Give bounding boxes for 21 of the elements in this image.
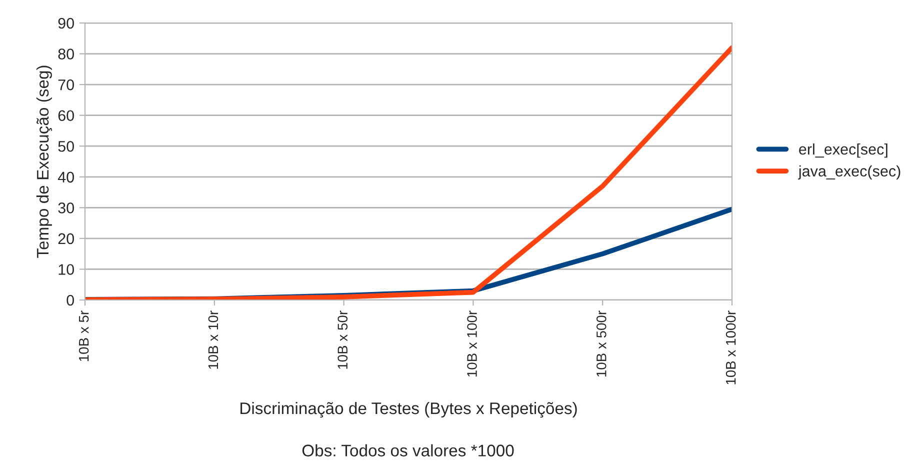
legend-label: java_exec(sec) bbox=[798, 165, 900, 180]
y-tick-label: 30 bbox=[58, 202, 74, 214]
y-tick-label: 70 bbox=[58, 79, 74, 90]
x-tick-label: 10B x 50r bbox=[338, 310, 348, 369]
y-tick-label: 40 bbox=[58, 172, 74, 183]
y-tick-label: 0 bbox=[66, 294, 74, 306]
text: Obs: Todos os valores *1000 bbox=[302, 444, 514, 456]
y-tick-label: 60 bbox=[58, 110, 74, 122]
x-tick-label: 10B x 1000r bbox=[726, 310, 736, 384]
x-axis-title: Discriminação de Testes (Bytes x Repetições) bbox=[240, 402, 577, 418]
y-axis-title: Tempo de Execução (seg) bbox=[36, 66, 52, 258]
x-tick-label: 10B x 500r bbox=[596, 310, 606, 377]
x-tick-label: 10B x 5r bbox=[78, 310, 89, 362]
y-tick-label: 20 bbox=[58, 233, 74, 244]
y-tick-label: 80 bbox=[58, 48, 74, 60]
x-tick-label: 10B x 100r bbox=[467, 310, 477, 377]
y-tick-label: 90 bbox=[58, 18, 74, 29]
legend-label: erl_exec[sec] bbox=[799, 143, 888, 158]
x-tick-label: 10B x 10r bbox=[208, 310, 218, 369]
y-tick-label: 50 bbox=[58, 140, 74, 152]
y-tick-label: 10 bbox=[58, 264, 74, 275]
